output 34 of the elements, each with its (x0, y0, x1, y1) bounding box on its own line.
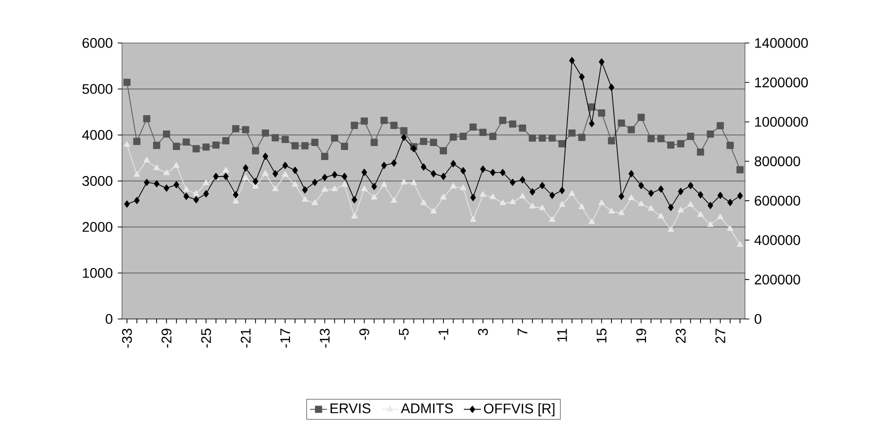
x-tick-label: -17 (280, 328, 290, 348)
y2-tick-label: 1400000 (755, 38, 808, 48)
x-tick-label: -1 (438, 328, 448, 340)
x-tick-label: -29 (162, 328, 172, 348)
y-tick-label: 4000 (82, 130, 112, 140)
y-tick-label: 0 (106, 314, 112, 324)
x-tick-label: 7 (518, 328, 528, 336)
y-tick-label: 1000 (82, 268, 112, 278)
y2-tick-label: 1000000 (755, 116, 808, 127)
x-tick-label: 11 (557, 328, 567, 342)
y2-tick-label: 1200000 (755, 77, 808, 88)
x-tick-label: -9 (359, 328, 370, 340)
y2-tick-label: 0 (754, 314, 762, 324)
x-tick-label: 15 (596, 328, 606, 343)
x-tick-label: 3 (478, 328, 488, 336)
x-tick-label: 19 (636, 328, 646, 343)
y-tick-label: 5000 (82, 84, 112, 94)
x-tick-label: -5 (398, 328, 409, 340)
legend-label: ERVIS (330, 403, 370, 414)
y2-tick-label: 200000 (754, 274, 800, 284)
x-tick-label: -21 (240, 328, 250, 348)
y-tick-label: 2000 (82, 222, 112, 232)
x-tick-label: -33 (122, 328, 132, 348)
y-tick-label: 3000 (82, 176, 112, 186)
legend-label: OFFVIS [R] (484, 403, 554, 416)
x-tick-label: 23 (676, 328, 686, 343)
x-tick-label: 27 (715, 328, 726, 343)
x-tick-label: -13 (320, 328, 330, 348)
legend-label: ADMITS (400, 403, 453, 414)
x-tick-label: -25 (201, 328, 212, 348)
y2-tick-label: 600000 (754, 196, 800, 206)
y-tick-label: 6000 (82, 38, 112, 48)
y2-tick-label: 400000 (754, 235, 800, 246)
y2-tick-label: 800000 (754, 156, 800, 166)
